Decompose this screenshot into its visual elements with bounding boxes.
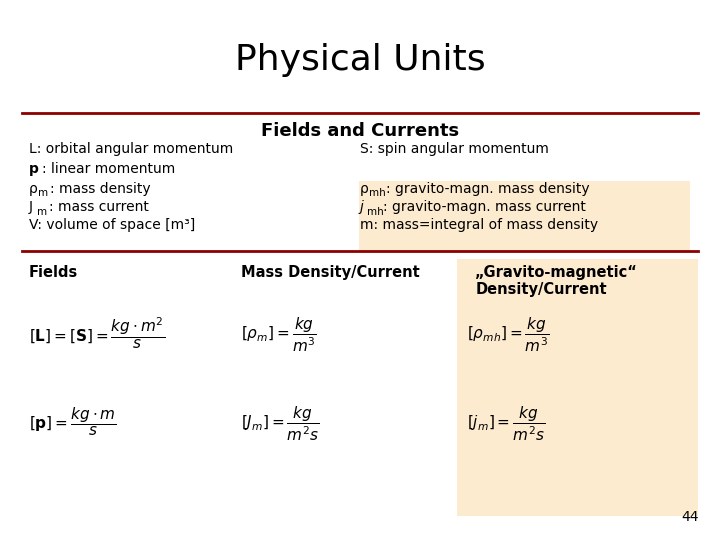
Text: : gravito-magn. mass density: : gravito-magn. mass density <box>386 182 590 196</box>
Text: 44: 44 <box>681 510 698 524</box>
Text: Mass Density/Current: Mass Density/Current <box>241 265 420 280</box>
Text: : mass current: : mass current <box>49 200 149 214</box>
Text: j: j <box>360 200 364 214</box>
Text: mh: mh <box>369 188 386 199</box>
Text: V: volume of space [m³]: V: volume of space [m³] <box>29 218 195 232</box>
Text: $[\rho_m]=\dfrac{kg}{m^3}$: $[\rho_m]=\dfrac{kg}{m^3}$ <box>241 316 318 354</box>
Text: $[j_m]=\dfrac{kg}{m^2 s}$: $[j_m]=\dfrac{kg}{m^2 s}$ <box>467 405 545 443</box>
Text: $[\rho_{mh}]=\dfrac{kg}{m^3}$: $[\rho_{mh}]=\dfrac{kg}{m^3}$ <box>467 316 549 354</box>
Text: : gravito-magn. mass current: : gravito-magn. mass current <box>383 200 586 214</box>
Text: m: m <box>37 207 47 217</box>
Text: J: J <box>29 200 33 214</box>
Text: ρ: ρ <box>360 182 369 196</box>
Text: L: orbital angular momentum: L: orbital angular momentum <box>29 142 233 156</box>
Text: Physical Units: Physical Units <box>235 43 485 77</box>
Text: p: p <box>29 162 39 176</box>
FancyBboxPatch shape <box>359 181 690 251</box>
Text: Fields and Currents: Fields and Currents <box>261 122 459 139</box>
FancyBboxPatch shape <box>457 259 698 516</box>
Text: $[J_m]=\dfrac{kg}{m^2 s}$: $[J_m]=\dfrac{kg}{m^2 s}$ <box>241 405 320 443</box>
Text: ρ: ρ <box>29 182 37 196</box>
Text: m: mass=integral of mass density: m: mass=integral of mass density <box>360 218 598 232</box>
Text: $[\mathbf{L}]=[\mathbf{S}]=\dfrac{kg \cdot m^2}{s}$: $[\mathbf{L}]=[\mathbf{S}]=\dfrac{kg \cd… <box>29 316 165 352</box>
Text: $[\mathbf{p}]=\dfrac{kg \cdot m}{s}$: $[\mathbf{p}]=\dfrac{kg \cdot m}{s}$ <box>29 405 117 438</box>
Text: „Gravito-magnetic“: „Gravito-magnetic“ <box>475 265 638 280</box>
Text: m: m <box>38 188 48 199</box>
Text: Fields: Fields <box>29 265 78 280</box>
Text: : linear momentum: : linear momentum <box>42 162 175 176</box>
Text: Density/Current: Density/Current <box>475 282 607 297</box>
Text: mh: mh <box>367 207 384 217</box>
Text: : mass density: : mass density <box>50 182 151 196</box>
Text: S: spin angular momentum: S: spin angular momentum <box>360 142 549 156</box>
